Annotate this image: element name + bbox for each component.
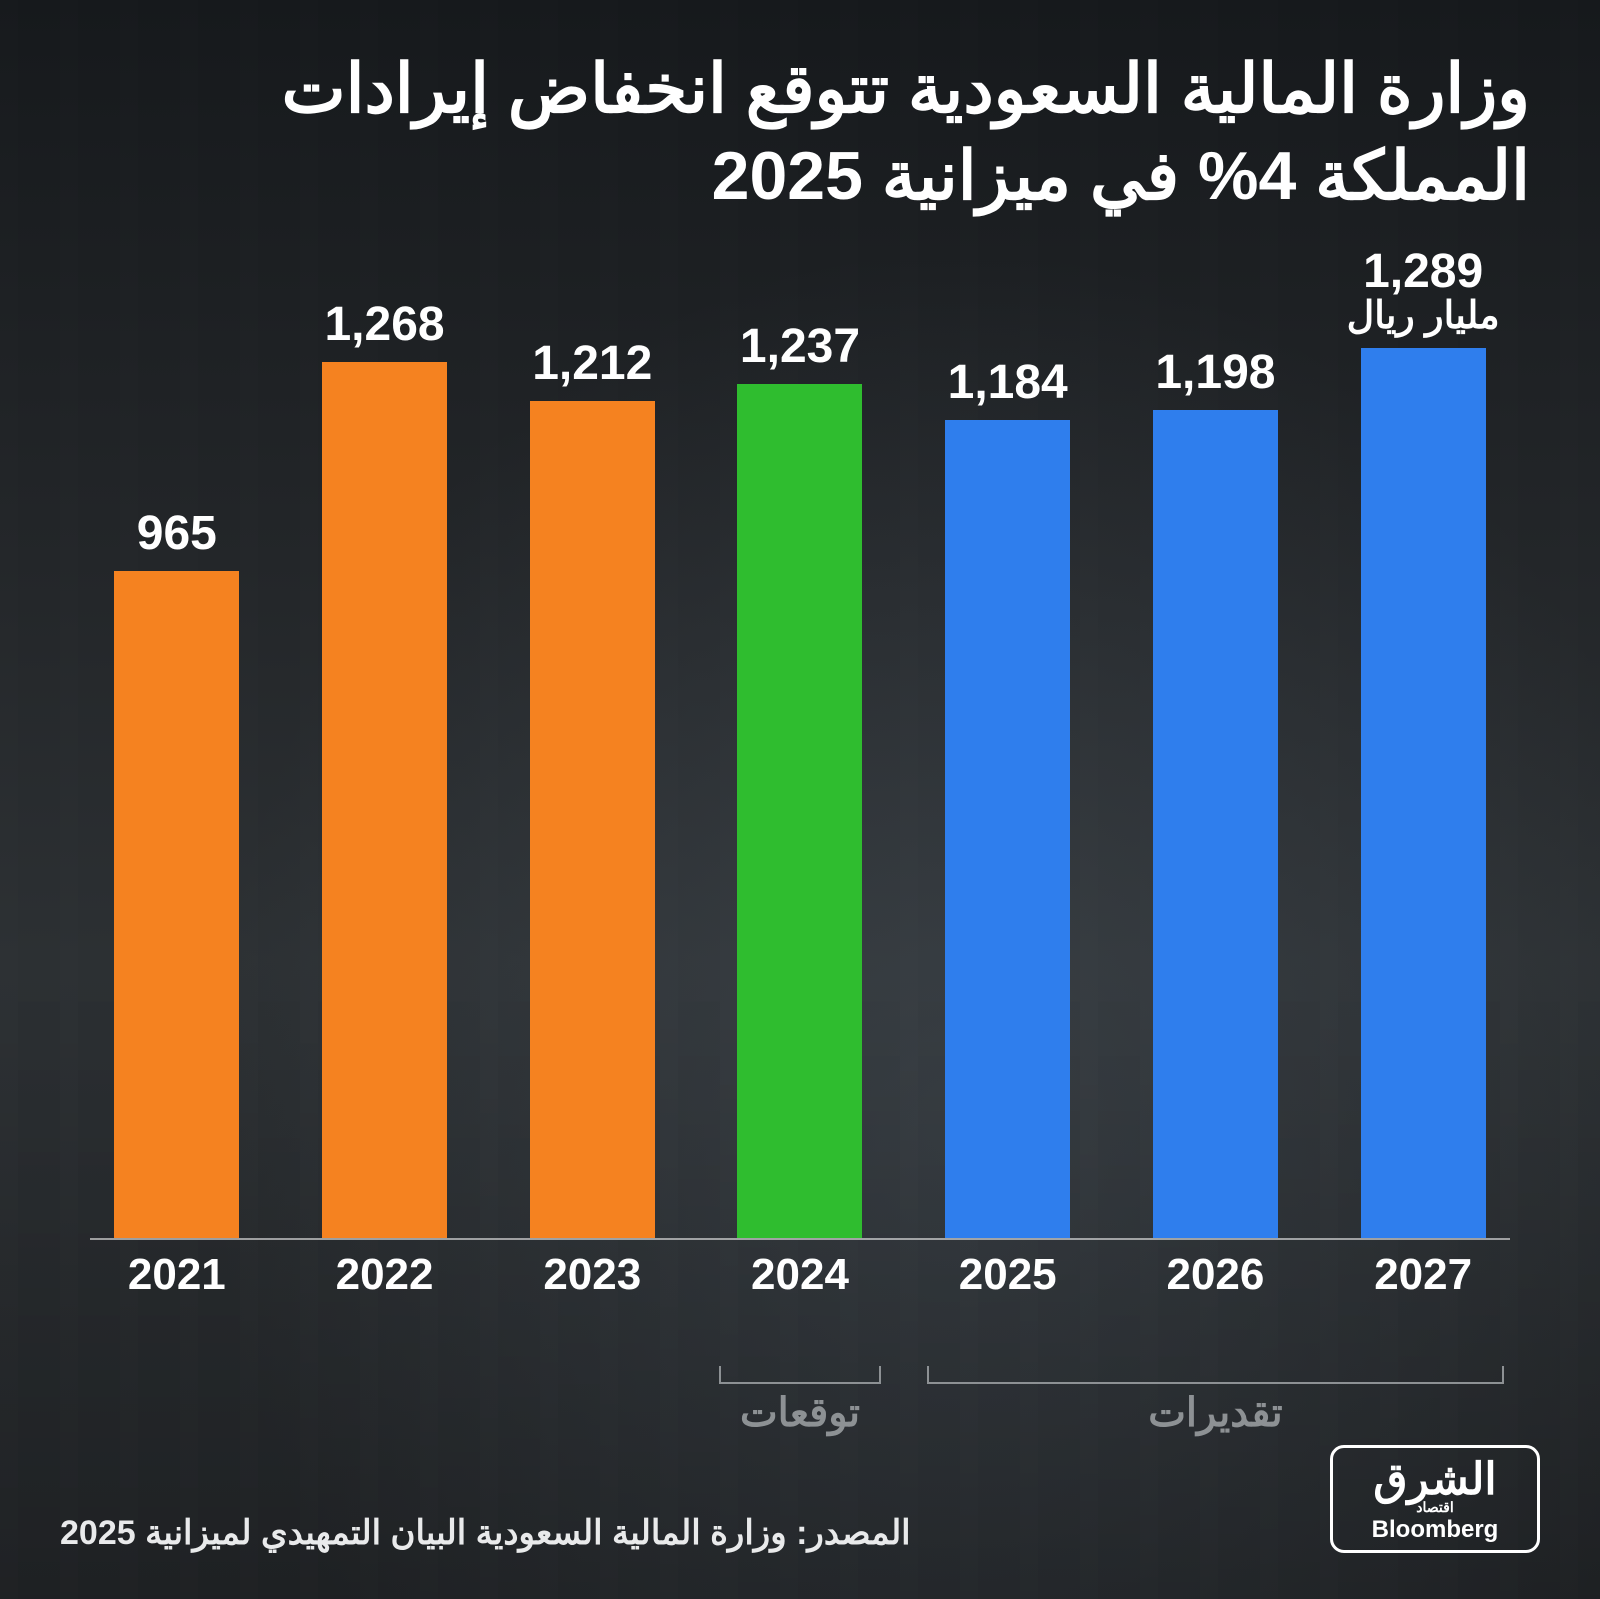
bar-value-label: 1,289مليار ريال	[1336, 244, 1510, 348]
bar-value: 965	[90, 506, 264, 561]
bar-value: 1,237	[713, 319, 887, 374]
bar-slot: 1,198	[1129, 340, 1303, 1238]
group-bracket	[927, 1366, 1504, 1384]
bar	[737, 384, 862, 1238]
bar-slot: 1,237	[713, 340, 887, 1238]
x-tick-label: 2027	[1336, 1240, 1510, 1300]
group-annotation: تقديرات	[921, 1366, 1510, 1436]
bar	[1361, 348, 1486, 1238]
bar-unit: مليار ريال	[1336, 293, 1510, 338]
bar-value-label: 965	[90, 506, 264, 571]
bar-value: 1,268	[298, 297, 472, 352]
x-tick-label: 2026	[1129, 1240, 1303, 1300]
bar	[114, 571, 239, 1238]
bar-value-label: 1,198	[1129, 345, 1303, 410]
group-label: تقديرات	[921, 1390, 1510, 1436]
bar-value: 1,198	[1129, 345, 1303, 400]
bar-slot: 1,289مليار ريال	[1336, 340, 1510, 1238]
x-tick-label: 2023	[505, 1240, 679, 1300]
bar	[530, 401, 655, 1238]
brand-partner: Bloomberg	[1351, 1518, 1519, 1542]
chart-title: وزارة المالية السعودية تتوقع انخفاض إيرا…	[70, 46, 1530, 220]
bar-value: 1,289	[1336, 244, 1510, 299]
bar-chart: 965 1,2681,2121,237 1,184 1,198 1,289مليار ر…	[90, 340, 1510, 1300]
group-label: توقعات	[713, 1390, 887, 1436]
bar-value: 1,212	[505, 336, 679, 391]
bar-value-label: 1,184	[921, 355, 1095, 420]
chart-x-axis: 2021 2022 2023 2024 2025 2026 2027	[90, 1240, 1510, 1300]
group-annotation: توقعات	[713, 1366, 887, 1436]
bar-value-label: 1,212	[505, 336, 679, 401]
brand-name-ar: الشرق	[1351, 1458, 1519, 1502]
bar-value: 1,184	[921, 355, 1095, 410]
bar-value-label: 1,268	[298, 297, 472, 362]
bar-value-label: 1,237	[713, 319, 887, 384]
bar	[1153, 410, 1278, 1238]
chart-plot-area: 965 1,2681,2121,237 1,184 1,198 1,289مليار ر…	[90, 340, 1510, 1240]
bar-slot: 1,184	[921, 340, 1095, 1238]
bar-slot: 965	[90, 340, 264, 1238]
chart-group-annotations: توقعات تقديرات	[90, 1366, 1510, 1436]
source-text: المصدر: وزارة المالية السعودية البيان ال…	[60, 1513, 911, 1553]
x-tick-label: 2021	[90, 1240, 264, 1300]
bar-slot: 1,212	[505, 340, 679, 1238]
bar-slot: 1,268	[298, 340, 472, 1238]
footer: الشرق اقتصاد Bloomberg المصدر: وزارة الم…	[60, 1445, 1540, 1553]
bar	[945, 420, 1070, 1238]
x-tick-label: 2025	[921, 1240, 1095, 1300]
brand-logo: الشرق اقتصاد Bloomberg	[1330, 1445, 1540, 1553]
x-tick-label: 2022	[298, 1240, 472, 1300]
bar	[322, 362, 447, 1238]
x-tick-label: 2024	[713, 1240, 887, 1300]
infographic-card: وزارة المالية السعودية تتوقع انخفاض إيرا…	[0, 0, 1600, 1599]
group-bracket	[719, 1366, 881, 1384]
